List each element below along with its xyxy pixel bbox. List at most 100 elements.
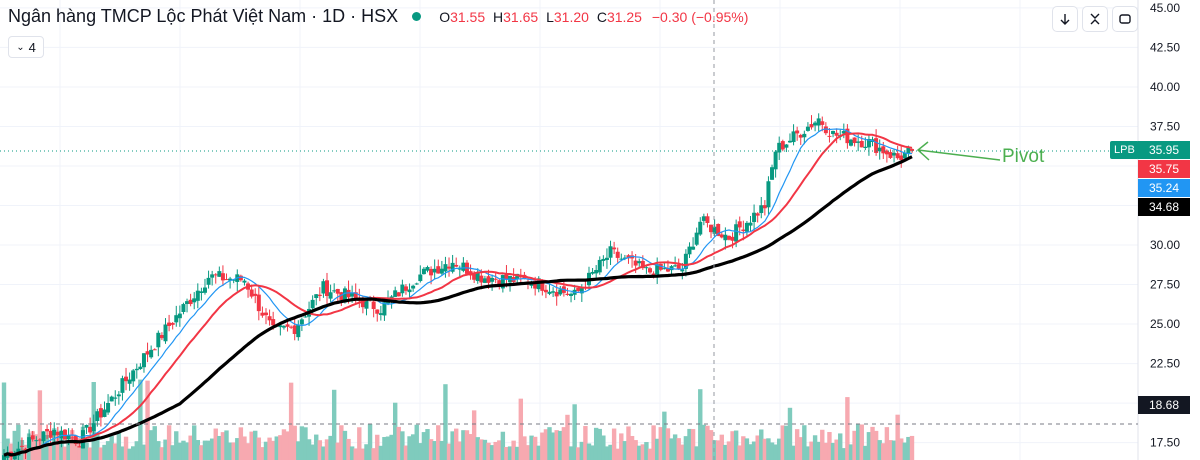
fullscreen-button[interactable] — [1112, 6, 1138, 32]
candle-body — [73, 435, 78, 445]
volume-bar — [855, 424, 861, 460]
volume-bar — [131, 446, 136, 460]
symbol-tag: LPB — [1110, 141, 1139, 159]
symbol-title[interactable]: Ngân hàng TMCP Lộc Phát Việt Nam · 1D · … — [8, 6, 399, 26]
close-value: 31.25 — [606, 8, 642, 25]
volume-bar — [547, 427, 552, 460]
y-tick-label: 25.00 — [1150, 317, 1180, 331]
volume-bar — [787, 407, 793, 460]
ma-blue-tag: 35.24 — [1138, 179, 1190, 197]
volume-bar — [253, 430, 258, 460]
volume-bar — [181, 440, 186, 460]
candle-body — [791, 131, 796, 143]
volume-bar — [906, 436, 911, 460]
candle-body — [694, 232, 699, 245]
candle-body — [436, 266, 441, 274]
volume-bar — [866, 432, 872, 460]
volume-bar — [220, 432, 226, 460]
candle-body — [210, 274, 215, 278]
candle-body — [421, 268, 426, 275]
candle-body — [673, 265, 678, 267]
scroll-to-latest-button[interactable] — [1052, 6, 1078, 32]
volume-bar — [324, 439, 330, 460]
y-tick-label: 22.50 — [1150, 357, 1180, 371]
candle-body — [289, 326, 294, 328]
volume-bar — [593, 427, 599, 460]
candle-body — [296, 324, 301, 338]
candle-body — [719, 234, 724, 238]
volume-bar — [852, 430, 857, 460]
volume-bar — [845, 397, 850, 460]
volume-bar — [450, 431, 455, 460]
volume-bar — [608, 444, 613, 460]
candle-body — [299, 319, 304, 325]
candle-body — [486, 276, 491, 283]
volume-bar — [138, 379, 143, 460]
candle-body — [809, 124, 814, 128]
volume-bar — [41, 440, 46, 460]
candle-body — [414, 283, 419, 285]
candle-body — [479, 275, 484, 283]
candle-body — [113, 397, 118, 399]
volume-bar — [202, 440, 208, 460]
volume-bar — [773, 444, 778, 460]
volume-bar — [120, 446, 125, 460]
volume-bar — [751, 441, 757, 460]
high-value: 31.65 — [503, 8, 539, 25]
volume-bar — [841, 448, 847, 460]
candle-body — [400, 284, 405, 294]
volume-bar — [371, 448, 376, 460]
candle-body — [554, 291, 559, 297]
volume-bar — [1, 382, 7, 460]
volume-bar — [454, 428, 459, 460]
volume-bar — [579, 441, 585, 460]
close-label: C — [596, 8, 607, 25]
candle-body — [863, 146, 868, 149]
volume-bar — [802, 425, 807, 460]
candle-body — [712, 226, 717, 234]
volume-bar — [378, 445, 384, 460]
candle-body — [626, 255, 631, 259]
candle-body — [41, 431, 46, 442]
y-tick-label: 27.50 — [1150, 278, 1180, 292]
indicators-toggle-button[interactable]: ⌄ 4 — [8, 36, 44, 58]
volume-bar — [288, 382, 294, 460]
candle-body — [565, 293, 570, 295]
volume-bar — [156, 441, 161, 460]
volume-bar — [209, 438, 215, 460]
candle-body — [716, 223, 721, 236]
candle-body — [730, 236, 735, 241]
volume-bar — [737, 445, 742, 460]
candle-body — [841, 131, 846, 134]
candle-body — [597, 259, 602, 273]
candle-body — [805, 126, 810, 131]
candle-body — [2, 455, 6, 460]
candle-body — [429, 268, 434, 276]
volume-bar — [37, 390, 43, 460]
collapse-button[interactable] — [1082, 6, 1108, 32]
candle-body — [263, 312, 268, 316]
volume-bar — [611, 428, 617, 460]
volume-bar — [231, 442, 236, 460]
candle-body — [411, 285, 416, 289]
volume-bar — [597, 428, 602, 460]
candle-body — [325, 280, 330, 296]
volume-bar — [798, 437, 803, 460]
volume-bar — [705, 425, 710, 460]
volume-bar — [500, 431, 506, 460]
candle-body — [127, 379, 132, 384]
volume-bar — [66, 439, 71, 460]
candle-body — [612, 247, 617, 250]
pivot-annotation-label[interactable]: Pivot — [1002, 146, 1045, 167]
volume-bar — [335, 442, 340, 460]
volume-bar — [217, 435, 222, 460]
volume-bar — [468, 434, 473, 460]
volume-bar — [816, 441, 821, 460]
candle-body — [202, 287, 207, 293]
volume-bar — [899, 438, 904, 460]
candle-body — [231, 279, 236, 281]
chevron-down-icon: ⌄ — [16, 41, 25, 53]
candle-body — [888, 152, 893, 158]
candle-body — [892, 152, 897, 156]
